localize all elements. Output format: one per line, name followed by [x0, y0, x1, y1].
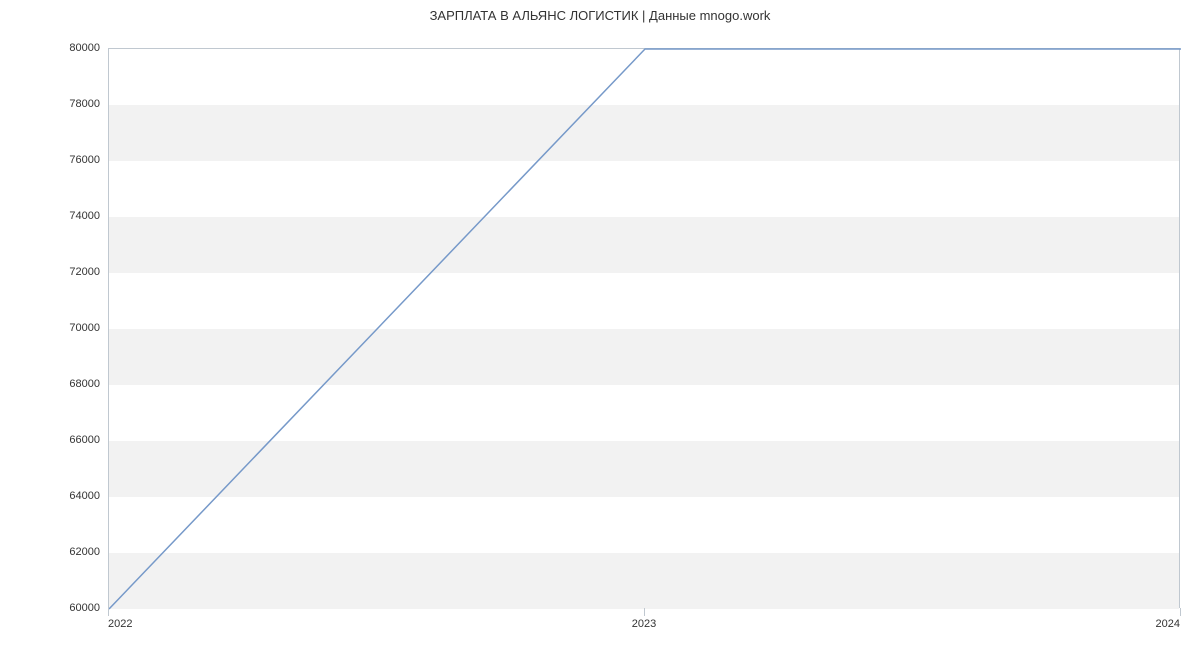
x-tick-mark — [108, 608, 109, 616]
y-tick-label: 60000 — [69, 602, 100, 614]
y-tick-label: 76000 — [69, 154, 100, 166]
y-tick-label: 66000 — [69, 434, 100, 446]
series-line — [109, 49, 1181, 609]
y-tick-label: 64000 — [69, 490, 100, 502]
chart-title: ЗАРПЛАТА В АЛЬЯНС ЛОГИСТИК | Данные mnog… — [0, 8, 1200, 23]
x-tick-label: 2022 — [108, 618, 132, 630]
y-tick-label: 80000 — [69, 42, 100, 54]
y-tick-label: 78000 — [69, 98, 100, 110]
y-tick-label: 72000 — [69, 266, 100, 278]
y-tick-label: 68000 — [69, 378, 100, 390]
x-tick-mark — [1180, 608, 1181, 616]
y-tick-label: 70000 — [69, 322, 100, 334]
x-tick-mark — [644, 608, 645, 616]
x-tick-label: 2023 — [632, 618, 656, 630]
plot-area — [108, 48, 1180, 608]
series-layer — [109, 49, 1181, 609]
y-tick-label: 62000 — [69, 546, 100, 558]
y-tick-label: 74000 — [69, 210, 100, 222]
x-tick-label: 2024 — [1156, 618, 1180, 630]
salary-chart: ЗАРПЛАТА В АЛЬЯНС ЛОГИСТИК | Данные mnog… — [0, 0, 1200, 650]
